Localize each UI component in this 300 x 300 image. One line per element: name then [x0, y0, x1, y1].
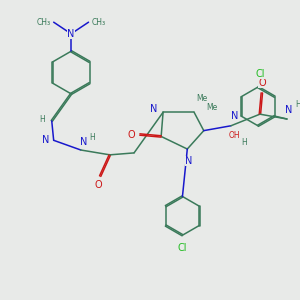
- Text: Cl: Cl: [255, 70, 265, 80]
- Text: H: H: [89, 133, 95, 142]
- Text: Me: Me: [206, 103, 217, 112]
- Text: N: N: [68, 29, 75, 39]
- Text: N: N: [231, 111, 238, 121]
- Text: O: O: [94, 180, 102, 190]
- Text: N: N: [42, 135, 50, 145]
- Text: H: H: [295, 100, 300, 109]
- Text: Me: Me: [196, 94, 207, 103]
- Text: O: O: [258, 78, 266, 88]
- Text: O: O: [127, 130, 135, 140]
- Text: CH₃: CH₃: [37, 18, 51, 27]
- Text: H: H: [242, 138, 247, 147]
- Text: OH: OH: [229, 131, 241, 140]
- Text: CH₃: CH₃: [91, 18, 105, 27]
- Text: N: N: [80, 137, 87, 147]
- Text: H: H: [39, 115, 45, 124]
- Text: N: N: [184, 156, 192, 166]
- Text: Cl: Cl: [178, 243, 187, 253]
- Text: N: N: [285, 105, 292, 115]
- Text: N: N: [150, 104, 157, 114]
